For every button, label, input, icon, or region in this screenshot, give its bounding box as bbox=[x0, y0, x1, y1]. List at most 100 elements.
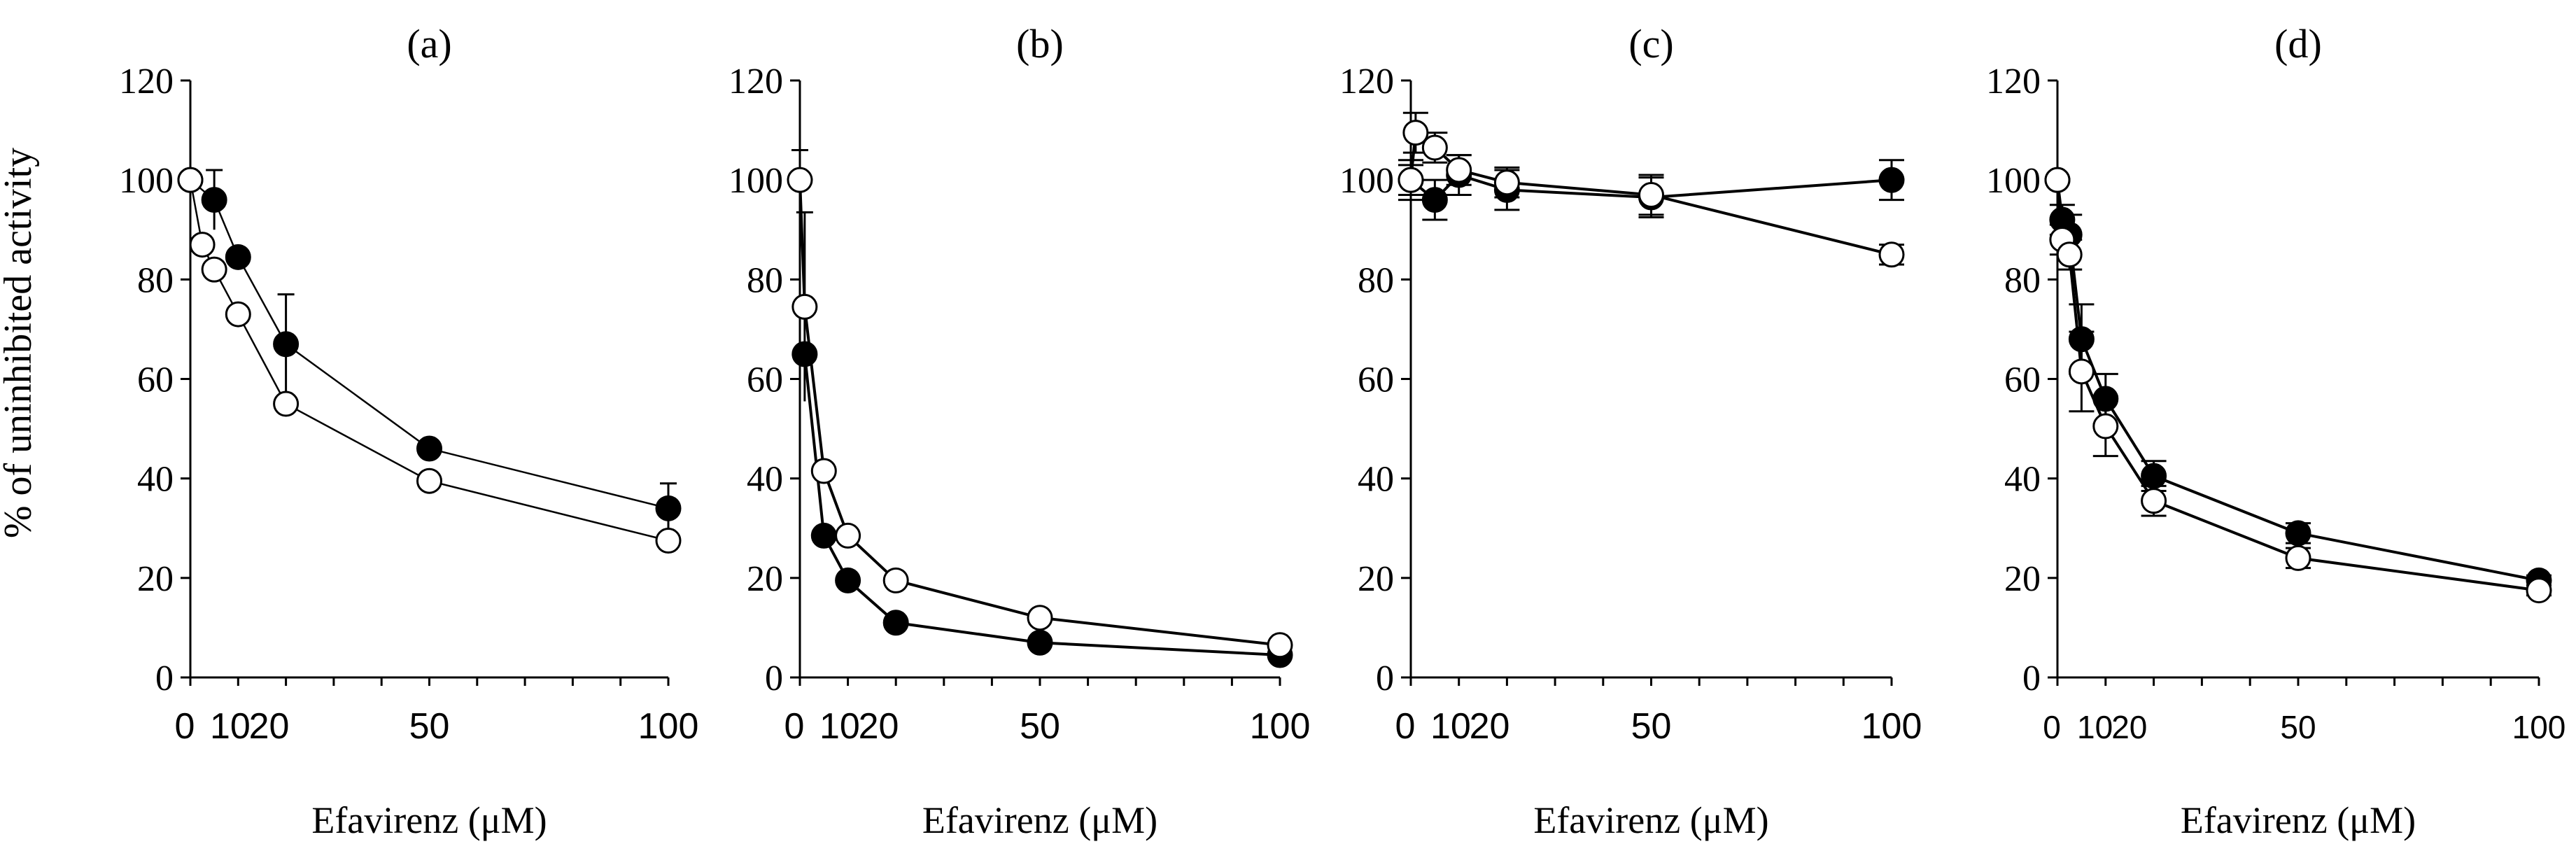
data-point bbox=[2141, 463, 2167, 489]
series-filled bbox=[177, 167, 682, 533]
y-tick-label: 80 bbox=[747, 260, 783, 300]
data-point bbox=[810, 458, 837, 484]
x-tick-label: 10 bbox=[1430, 706, 1471, 747]
data-point bbox=[201, 256, 227, 283]
data-point bbox=[835, 567, 861, 593]
data-point bbox=[655, 528, 682, 554]
x-tick-label: 50 bbox=[409, 706, 450, 747]
data-point bbox=[1421, 187, 1448, 213]
data-point bbox=[810, 522, 837, 549]
y-tick-label: 0 bbox=[2022, 659, 2041, 698]
y-tick-label: 60 bbox=[137, 360, 174, 400]
x-tick-label: 20 bbox=[859, 706, 899, 747]
data-point bbox=[1267, 632, 1293, 659]
series-open bbox=[1398, 111, 1905, 268]
chart-title: (a) bbox=[407, 21, 451, 66]
y-tick-label: 120 bbox=[1986, 62, 2041, 101]
data-point bbox=[2056, 241, 2083, 268]
y-axis-label: % of uninhibited activity bbox=[0, 148, 40, 538]
data-point bbox=[882, 567, 909, 593]
data-point bbox=[1027, 605, 1053, 631]
x-tick-label: 100 bbox=[1861, 706, 1922, 747]
data-point bbox=[882, 610, 909, 636]
data-point bbox=[1878, 167, 1905, 193]
data-point bbox=[225, 244, 251, 270]
y-tick-label: 120 bbox=[119, 62, 174, 101]
y-tick-label: 20 bbox=[747, 559, 783, 599]
series-open bbox=[787, 149, 1293, 659]
data-point bbox=[201, 187, 227, 213]
data-point bbox=[1638, 181, 1664, 208]
y-tick-label: 40 bbox=[747, 460, 783, 500]
y-tick-label: 40 bbox=[137, 460, 174, 500]
data-point bbox=[273, 391, 300, 417]
x-tick-label: 100 bbox=[1250, 706, 1311, 747]
data-point bbox=[2044, 167, 2071, 193]
chart-title: (d) bbox=[2274, 21, 2322, 66]
data-point bbox=[189, 232, 216, 258]
y-tick-label: 60 bbox=[2004, 360, 2041, 400]
data-point bbox=[225, 301, 251, 328]
series-open bbox=[177, 167, 682, 554]
data-point bbox=[1493, 169, 1520, 196]
y-tick-label: 100 bbox=[1986, 161, 2041, 201]
y-tick-label: 0 bbox=[765, 659, 783, 698]
data-point bbox=[273, 331, 300, 358]
series-filled bbox=[2044, 167, 2552, 593]
y-tick-label: 0 bbox=[1376, 659, 1394, 698]
data-point bbox=[1398, 167, 1424, 193]
series-line bbox=[798, 180, 1281, 647]
data-point bbox=[655, 495, 682, 521]
data-point bbox=[1027, 629, 1053, 656]
data-point bbox=[416, 435, 442, 462]
series-open bbox=[2044, 167, 2552, 604]
data-point bbox=[2285, 520, 2311, 547]
chart-title: (c) bbox=[1628, 21, 1673, 66]
x-axis-label: Efavirenz (μM) bbox=[2181, 799, 2416, 841]
series-filled bbox=[791, 341, 1293, 668]
y-tick-label: 80 bbox=[1358, 260, 1394, 300]
data-point bbox=[791, 293, 818, 320]
y-tick-label: 60 bbox=[747, 360, 783, 400]
x-tick-label: 0 bbox=[175, 706, 195, 747]
x-axis-label: Efavirenz (μM) bbox=[311, 799, 547, 841]
chart-title: (b) bbox=[1016, 21, 1064, 66]
y-tick-label: 100 bbox=[729, 161, 783, 201]
y-tick-label: 40 bbox=[2004, 460, 2041, 500]
data-point bbox=[2141, 488, 2167, 514]
x-axis-label: Efavirenz (μM) bbox=[1533, 799, 1768, 841]
y-tick-label: 100 bbox=[1339, 161, 1394, 201]
x-tick-label: 100 bbox=[2512, 709, 2566, 745]
y-tick-label: 80 bbox=[137, 260, 174, 300]
x-tick-label: 0 bbox=[2043, 709, 2061, 745]
y-tick-label: 100 bbox=[119, 161, 174, 201]
x-axis-label: Efavirenz (μM) bbox=[922, 799, 1157, 841]
data-point bbox=[2068, 358, 2095, 385]
y-tick-label: 120 bbox=[729, 62, 783, 101]
data-point bbox=[1878, 241, 1905, 268]
data-point bbox=[177, 167, 204, 193]
y-tick-label: 20 bbox=[137, 559, 174, 599]
y-tick-label: 20 bbox=[1358, 559, 1394, 599]
x-tick-label: 10 bbox=[210, 706, 251, 747]
data-point bbox=[835, 522, 861, 549]
x-tick-label: 50 bbox=[1631, 706, 1672, 747]
data-point bbox=[1402, 120, 1429, 146]
y-tick-label: 120 bbox=[1339, 62, 1394, 101]
y-tick-label: 40 bbox=[1358, 460, 1394, 500]
y-tick-label: 80 bbox=[2004, 260, 2041, 300]
data-point bbox=[2092, 413, 2119, 439]
series-line bbox=[803, 353, 1281, 657]
x-tick-label: 20 bbox=[249, 706, 290, 747]
data-point bbox=[2285, 544, 2311, 571]
x-tick-label: 10 bbox=[2077, 709, 2113, 745]
x-tick-label: 100 bbox=[638, 706, 699, 747]
y-tick-label: 60 bbox=[1358, 360, 1394, 400]
data-point bbox=[787, 167, 813, 193]
x-tick-label: 20 bbox=[1470, 706, 1510, 747]
